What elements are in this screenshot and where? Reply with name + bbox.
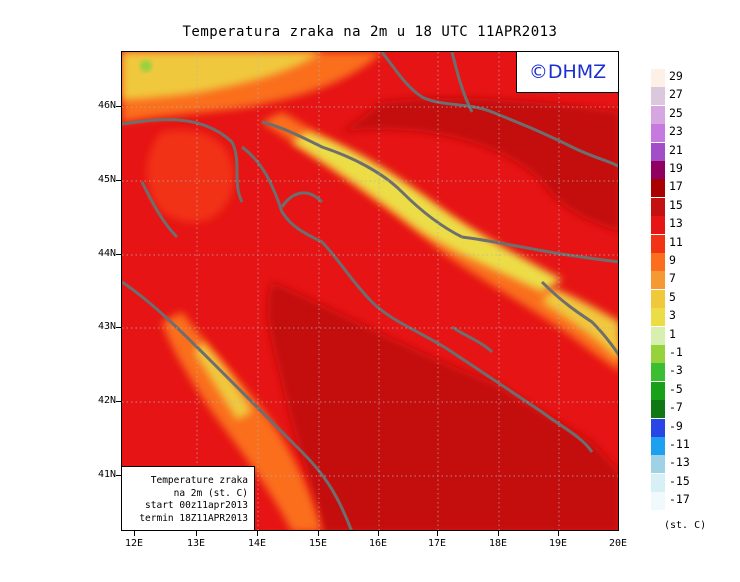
lon-tick-14e: 14E [247, 538, 267, 549]
lat-tick-mark [116, 475, 121, 476]
legend-swatch [651, 326, 665, 345]
chart-title: Temperatura zraka na 2m u 18 UTC 11APR20… [182, 24, 558, 40]
legend-label: 13 [669, 216, 683, 231]
lat-tick-44n: 44N [97, 248, 116, 259]
lat-tick-41n: 41N [97, 469, 116, 480]
legend-swatch [651, 142, 665, 161]
lon-tick-mark [378, 531, 379, 536]
lat-tick-mark [116, 106, 121, 107]
legend-swatch [651, 492, 665, 511]
legend-unit: (st. C) [664, 520, 707, 531]
lon-tick-mark [437, 531, 438, 536]
lat-tick-mark [116, 327, 121, 328]
legend-label: 23 [669, 124, 683, 139]
legend-label: 5 [669, 289, 676, 304]
legend-label: -5 [669, 381, 683, 396]
lat-tick-mark [116, 180, 121, 181]
legend-label: 3 [669, 308, 676, 323]
lat-tick-45n: 45N [97, 174, 116, 185]
alps-cold-spot [140, 60, 152, 72]
apennine-field-outer [162, 312, 322, 530]
info-line-4: termin 18Z11APR2013 [139, 512, 248, 524]
legend-swatch [651, 216, 665, 235]
legend-swatch [651, 271, 665, 290]
legend-label: 7 [669, 271, 676, 286]
info-box: Temperature zraka na 2m (st. C) start 00… [121, 466, 255, 531]
legend-swatch [651, 124, 665, 143]
lon-tick-15e: 15E [308, 538, 328, 549]
lat-tick-mark [116, 401, 121, 402]
north-adriatic-field [147, 130, 234, 223]
lon-tick-13e: 13E [186, 538, 206, 549]
lon-tick-20e: 20E [608, 538, 628, 549]
legend-swatch [651, 345, 665, 363]
dhmz-logo-badge: ©DHMZ [516, 51, 619, 93]
legend-label: 19 [669, 161, 683, 175]
lon-tick-17e: 17E [427, 538, 447, 549]
montenegro-field [542, 288, 618, 360]
legend-label: 21 [669, 142, 683, 157]
lon-tick-mark [558, 531, 559, 536]
lon-tick-12e: 12E [124, 538, 144, 549]
temperature-map [121, 51, 619, 531]
legend-label: -15 [669, 473, 690, 488]
lat-tick-46n: 46N [97, 100, 116, 111]
map-field [122, 52, 618, 530]
lat-tick-42n: 42N [97, 395, 116, 406]
legend-swatch [651, 69, 665, 87]
lat-tick-43n: 43N [97, 321, 116, 332]
lon-tick-16e: 16E [368, 538, 388, 549]
legend-label: -17 [669, 492, 690, 507]
info-line-3: start 00z11apr2013 [145, 500, 248, 511]
lon-tick-mark [257, 531, 258, 536]
legend-swatch [651, 87, 665, 106]
legend-swatch [651, 363, 665, 382]
lon-tick-mark [196, 531, 197, 536]
legend-swatch [651, 455, 665, 474]
legend-swatch [651, 437, 665, 455]
legend-swatch [651, 308, 665, 327]
legend-label: 9 [669, 253, 676, 267]
legend-label: 27 [669, 87, 683, 102]
pannonian-field [342, 97, 618, 232]
legend-label: -11 [669, 437, 690, 451]
legend-swatch [651, 197, 665, 216]
lat-tick-mark [116, 254, 121, 255]
legend-label: -3 [669, 363, 683, 378]
legend-swatch [651, 473, 665, 492]
alps-field-inner [122, 52, 322, 100]
legend-swatch [651, 105, 665, 124]
apennine-field-inner [194, 342, 252, 420]
legend-swatch [651, 381, 665, 400]
legend-swatch [651, 253, 665, 271]
legend-label: -1 [669, 345, 683, 359]
legend-swatch [651, 161, 665, 179]
legend-swatch [651, 418, 665, 437]
legend-swatch [651, 234, 665, 253]
lon-tick-18e: 18E [488, 538, 508, 549]
lon-tick-mark [134, 531, 135, 536]
dinaric-field-inner [292, 132, 562, 292]
legend-label: 15 [669, 197, 683, 212]
lon-tick-mark [498, 531, 499, 536]
info-line-2: na 2m (st. C) [173, 487, 248, 499]
graticule [122, 52, 618, 530]
legend-label: 17 [669, 179, 683, 194]
legend-swatch [651, 289, 665, 308]
legend-label: 11 [669, 234, 683, 249]
legend-swatch [651, 400, 665, 419]
lon-tick-19e: 19E [548, 538, 568, 549]
legend-label: -9 [669, 418, 683, 433]
warm-sea-field [267, 282, 618, 530]
legend-label: -13 [669, 455, 690, 470]
legend-label: 25 [669, 105, 683, 120]
legend-label: 1 [669, 326, 676, 341]
info-line-1: Temperature zraka [150, 475, 248, 486]
lon-tick-mark [318, 531, 319, 536]
legend-label: -7 [669, 400, 683, 415]
legend-label: 29 [669, 69, 683, 83]
legend-swatch [651, 179, 665, 198]
